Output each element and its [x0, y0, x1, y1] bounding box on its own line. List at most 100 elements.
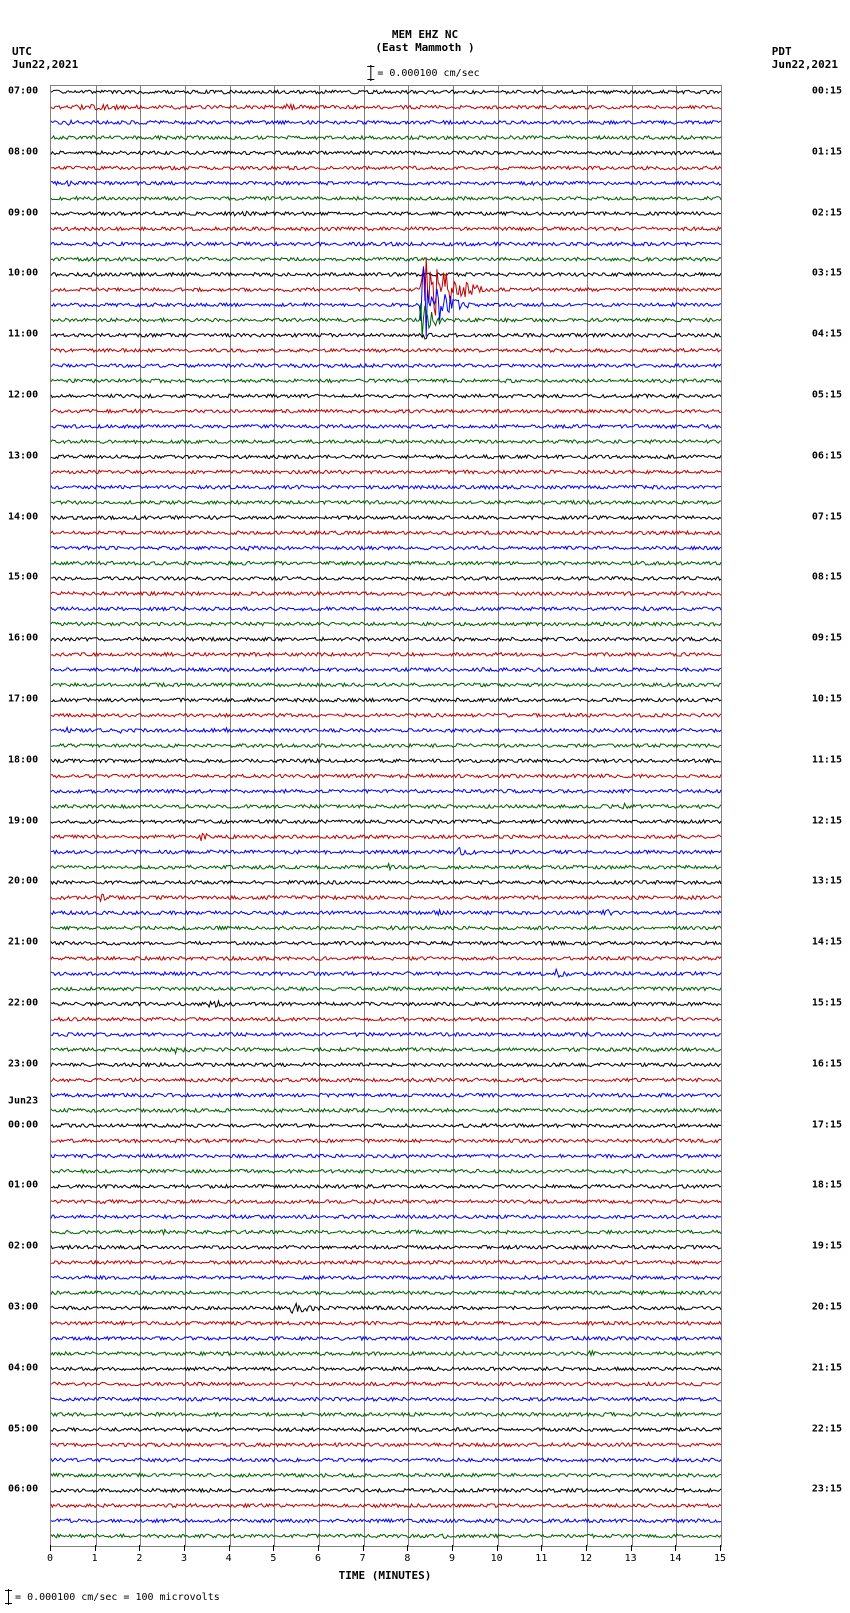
right-time-label: 08:15 — [812, 572, 842, 583]
left-time-label: 14:00 — [8, 511, 38, 522]
right-time-label: 16:15 — [812, 1058, 842, 1069]
left-time-label: 19:00 — [8, 815, 38, 826]
right-time-label: 03:15 — [812, 268, 842, 279]
left-time-label: 09:00 — [8, 207, 38, 218]
seismogram-container: MEM EHZ NC (East Mammoth ) UTC Jun22,202… — [0, 0, 850, 1613]
left-tz-zone: UTC — [12, 45, 78, 58]
left-time-label: Jun23 — [8, 1096, 38, 1107]
x-tick-label: 1 — [92, 1553, 98, 1564]
right-time-label: 10:15 — [812, 694, 842, 705]
seismic-trace — [51, 86, 721, 1546]
left-time-label: 20:00 — [8, 876, 38, 887]
x-tick-label: 10 — [491, 1553, 503, 1564]
right-time-label: 23:15 — [812, 1484, 842, 1495]
x-tick-label: 4 — [226, 1553, 232, 1564]
x-tick-label: 8 — [404, 1553, 410, 1564]
right-time-label: 09:15 — [812, 633, 842, 644]
right-time-label: 20:15 — [812, 1302, 842, 1313]
right-tz-zone: PDT — [772, 45, 838, 58]
x-tick-label: 15 — [714, 1553, 726, 1564]
x-tick — [139, 1545, 140, 1551]
footer-scale: = 0.000100 cm/sec = 100 microvolts — [8, 1589, 220, 1605]
x-tick — [631, 1545, 632, 1551]
x-tick — [675, 1545, 676, 1551]
x-tick — [50, 1545, 51, 1551]
x-tick-label: 13 — [625, 1553, 637, 1564]
scale-text: = 0.000100 cm/sec — [377, 68, 479, 79]
left-time-label: 05:00 — [8, 1423, 38, 1434]
x-tick-label: 11 — [535, 1553, 547, 1564]
station-location: (East Mammoth ) — [0, 41, 850, 54]
right-time-label: 21:15 — [812, 1362, 842, 1373]
left-time-label: 08:00 — [8, 146, 38, 157]
x-axis: TIME (MINUTES) 0123456789101112131415 — [50, 1545, 720, 1585]
right-time-label: 22:15 — [812, 1423, 842, 1434]
x-tick — [184, 1545, 185, 1551]
station-code: MEM EHZ NC — [0, 28, 850, 41]
x-tick-label: 6 — [315, 1553, 321, 1564]
chart-header: MEM EHZ NC (East Mammoth ) — [0, 28, 850, 54]
right-time-label: 14:15 — [812, 937, 842, 948]
left-time-label: 22:00 — [8, 998, 38, 1009]
left-time-label: 07:00 — [8, 86, 38, 97]
x-tick — [541, 1545, 542, 1551]
right-timezone: PDT Jun22,2021 — [772, 45, 838, 71]
left-time-label: 11:00 — [8, 329, 38, 340]
left-time-label: 01:00 — [8, 1180, 38, 1191]
x-tick — [586, 1545, 587, 1551]
scale-bar-icon — [370, 65, 371, 81]
left-time-label: 00:00 — [8, 1119, 38, 1130]
left-time-label: 15:00 — [8, 572, 38, 583]
left-time-label: 18:00 — [8, 754, 38, 765]
x-tick — [452, 1545, 453, 1551]
left-time-label: 02:00 — [8, 1241, 38, 1252]
x-tick — [720, 1545, 721, 1551]
left-time-label: 17:00 — [8, 694, 38, 705]
left-time-label: 16:00 — [8, 633, 38, 644]
right-time-label: 02:15 — [812, 207, 842, 218]
left-time-label: 06:00 — [8, 1484, 38, 1495]
x-tick — [363, 1545, 364, 1551]
right-time-label: 06:15 — [812, 450, 842, 461]
right-time-label: 11:15 — [812, 754, 842, 765]
x-tick-label: 9 — [449, 1553, 455, 1564]
x-tick — [407, 1545, 408, 1551]
x-tick — [318, 1545, 319, 1551]
x-tick-label: 14 — [669, 1553, 681, 1564]
x-tick-label: 3 — [181, 1553, 187, 1564]
right-time-label: 19:15 — [812, 1241, 842, 1252]
right-time-label: 05:15 — [812, 390, 842, 401]
scale-indicator: = 0.000100 cm/sec — [370, 65, 479, 81]
left-tz-date: Jun22,2021 — [12, 58, 78, 71]
left-time-label: 23:00 — [8, 1058, 38, 1069]
seismogram-plot — [50, 85, 722, 1547]
right-time-label: 00:15 — [812, 86, 842, 97]
left-time-label: 03:00 — [8, 1302, 38, 1313]
right-time-label: 12:15 — [812, 815, 842, 826]
right-time-label: 04:15 — [812, 329, 842, 340]
x-tick-label: 7 — [360, 1553, 366, 1564]
x-tick — [95, 1545, 96, 1551]
right-tz-date: Jun22,2021 — [772, 58, 838, 71]
right-time-label: 17:15 — [812, 1119, 842, 1130]
x-tick — [229, 1545, 230, 1551]
right-time-label: 01:15 — [812, 146, 842, 157]
right-time-label: 18:15 — [812, 1180, 842, 1191]
left-time-label: 13:00 — [8, 450, 38, 461]
x-tick — [497, 1545, 498, 1551]
right-time-label: 15:15 — [812, 998, 842, 1009]
left-time-label: 10:00 — [8, 268, 38, 279]
x-tick-label: 2 — [136, 1553, 142, 1564]
footer-scale-text: = 0.000100 cm/sec = 100 microvolts — [15, 1592, 220, 1603]
left-time-label: 04:00 — [8, 1362, 38, 1373]
x-tick-label: 5 — [270, 1553, 276, 1564]
left-time-label: 21:00 — [8, 937, 38, 948]
x-tick — [273, 1545, 274, 1551]
x-tick-label: 0 — [47, 1553, 53, 1564]
x-tick-label: 12 — [580, 1553, 592, 1564]
right-time-label: 13:15 — [812, 876, 842, 887]
footer-scale-bar-icon — [8, 1589, 9, 1605]
right-time-label: 07:15 — [812, 511, 842, 522]
left-time-label: 12:00 — [8, 390, 38, 401]
left-timezone: UTC Jun22,2021 — [12, 45, 78, 71]
